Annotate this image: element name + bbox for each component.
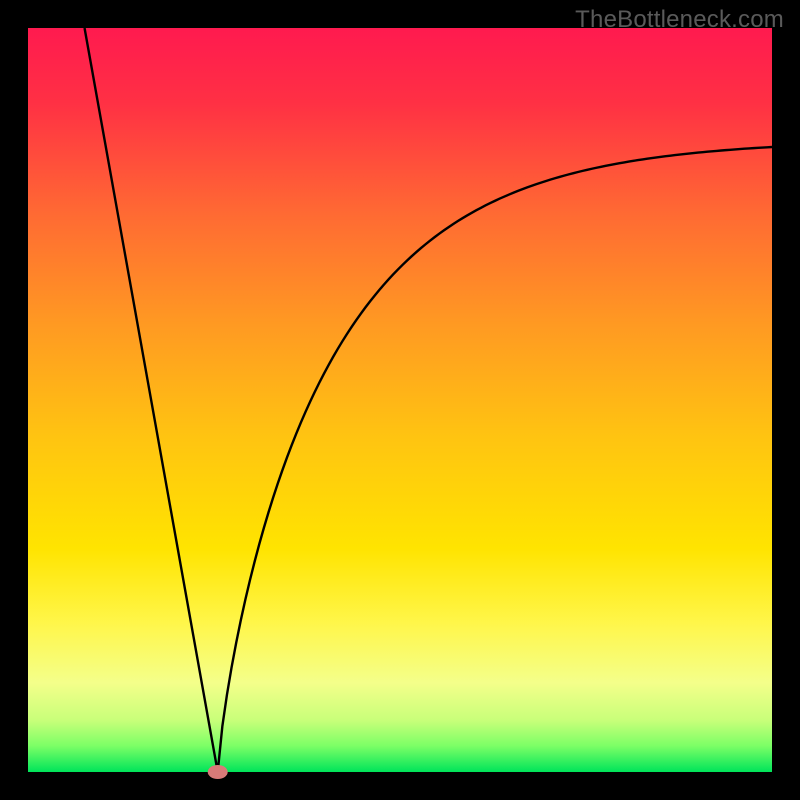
bottleneck-chart: [0, 0, 800, 800]
vertex-marker: [208, 765, 228, 779]
chart-frame: TheBottleneck.com: [0, 0, 800, 800]
plot-background: [28, 28, 772, 772]
watermark-text: TheBottleneck.com: [575, 6, 784, 34]
